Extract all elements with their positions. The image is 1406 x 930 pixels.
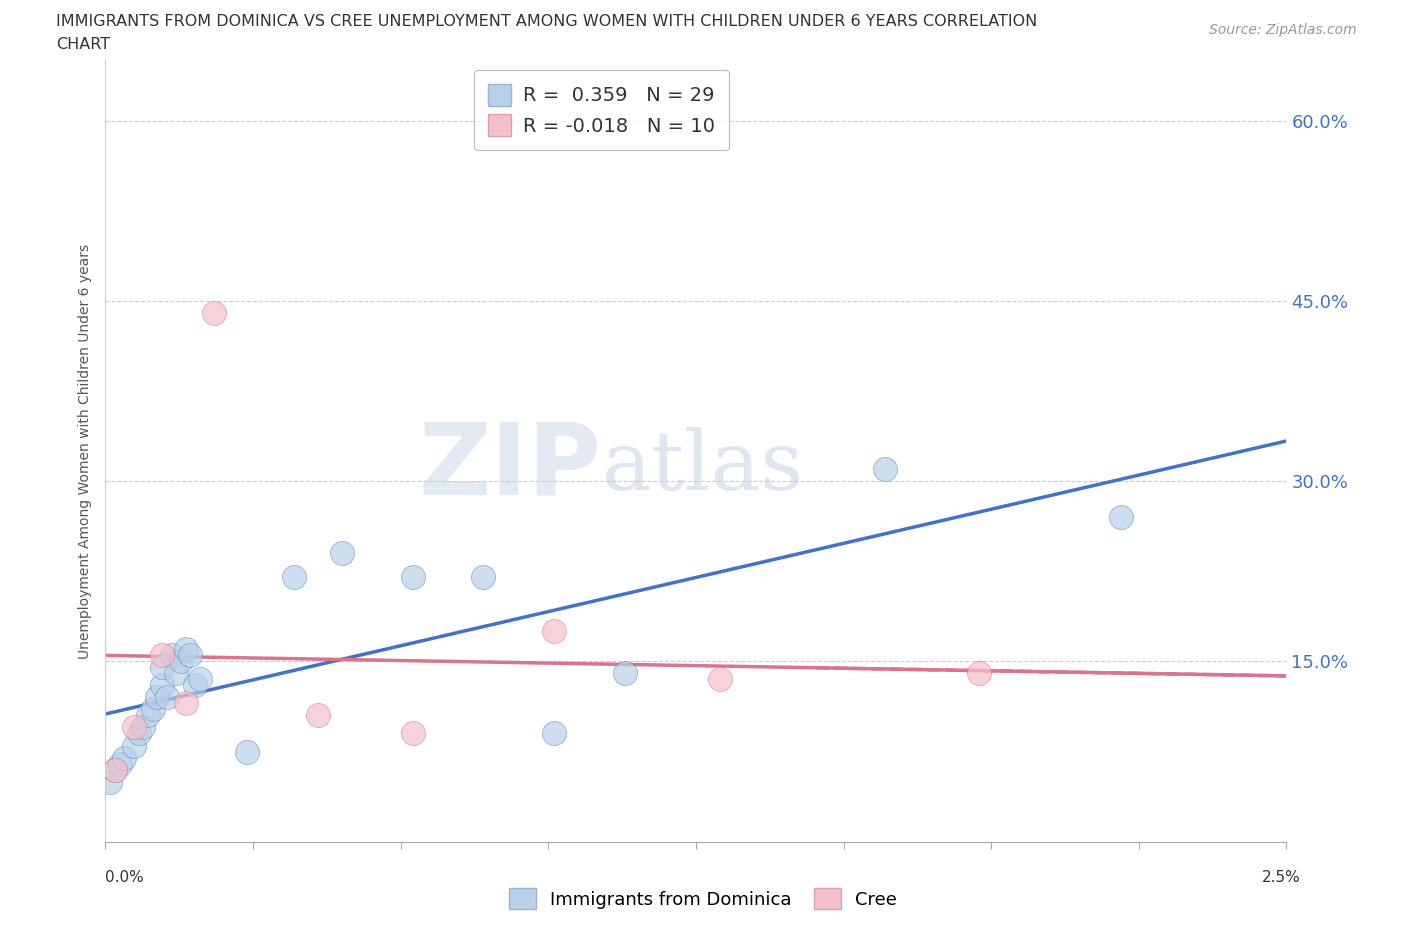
- Text: 0.0%: 0.0%: [105, 870, 145, 884]
- Point: [543, 624, 565, 639]
- Point: [873, 461, 896, 476]
- Point: [128, 726, 150, 741]
- Point: [401, 570, 423, 585]
- Legend: R =  0.359   N = 29, R = -0.018   N = 10: R = 0.359 N = 29, R = -0.018 N = 10: [474, 70, 728, 150]
- Point: [236, 744, 259, 759]
- Point: [98, 774, 121, 789]
- Legend: Immigrants from Dominica, Cree: Immigrants from Dominica, Cree: [502, 881, 904, 916]
- Point: [330, 546, 353, 561]
- Point: [104, 762, 127, 777]
- Point: [202, 305, 225, 320]
- Point: [104, 762, 127, 777]
- Point: [146, 690, 169, 705]
- Point: [160, 648, 183, 663]
- Point: [174, 696, 197, 711]
- Point: [969, 666, 991, 681]
- Text: Source: ZipAtlas.com: Source: ZipAtlas.com: [1209, 23, 1357, 37]
- Point: [108, 756, 131, 771]
- Point: [709, 672, 731, 687]
- Text: 2.5%: 2.5%: [1261, 870, 1301, 884]
- Point: [188, 672, 211, 687]
- Y-axis label: Unemployment Among Women with Children Under 6 years: Unemployment Among Women with Children U…: [79, 244, 93, 658]
- Point: [122, 720, 145, 735]
- Point: [170, 654, 193, 669]
- Point: [614, 666, 637, 681]
- Point: [179, 648, 201, 663]
- Text: IMMIGRANTS FROM DOMINICA VS CREE UNEMPLOYMENT AMONG WOMEN WITH CHILDREN UNDER 6 : IMMIGRANTS FROM DOMINICA VS CREE UNEMPLO…: [56, 14, 1038, 29]
- Point: [132, 720, 155, 735]
- Point: [122, 738, 145, 753]
- Text: CHART: CHART: [56, 37, 110, 52]
- Text: ZIP: ZIP: [419, 418, 602, 515]
- Point: [156, 690, 179, 705]
- Point: [150, 648, 173, 663]
- Point: [543, 726, 565, 741]
- Point: [136, 708, 159, 723]
- Point: [1109, 510, 1132, 525]
- Text: atlas: atlas: [602, 427, 804, 507]
- Point: [283, 570, 305, 585]
- Point: [150, 678, 173, 693]
- Point: [472, 570, 495, 585]
- Point: [401, 726, 423, 741]
- Point: [112, 751, 135, 765]
- Point: [165, 666, 187, 681]
- Point: [184, 678, 207, 693]
- Point: [142, 702, 165, 717]
- Point: [150, 660, 173, 675]
- Point: [174, 642, 197, 657]
- Point: [307, 708, 329, 723]
